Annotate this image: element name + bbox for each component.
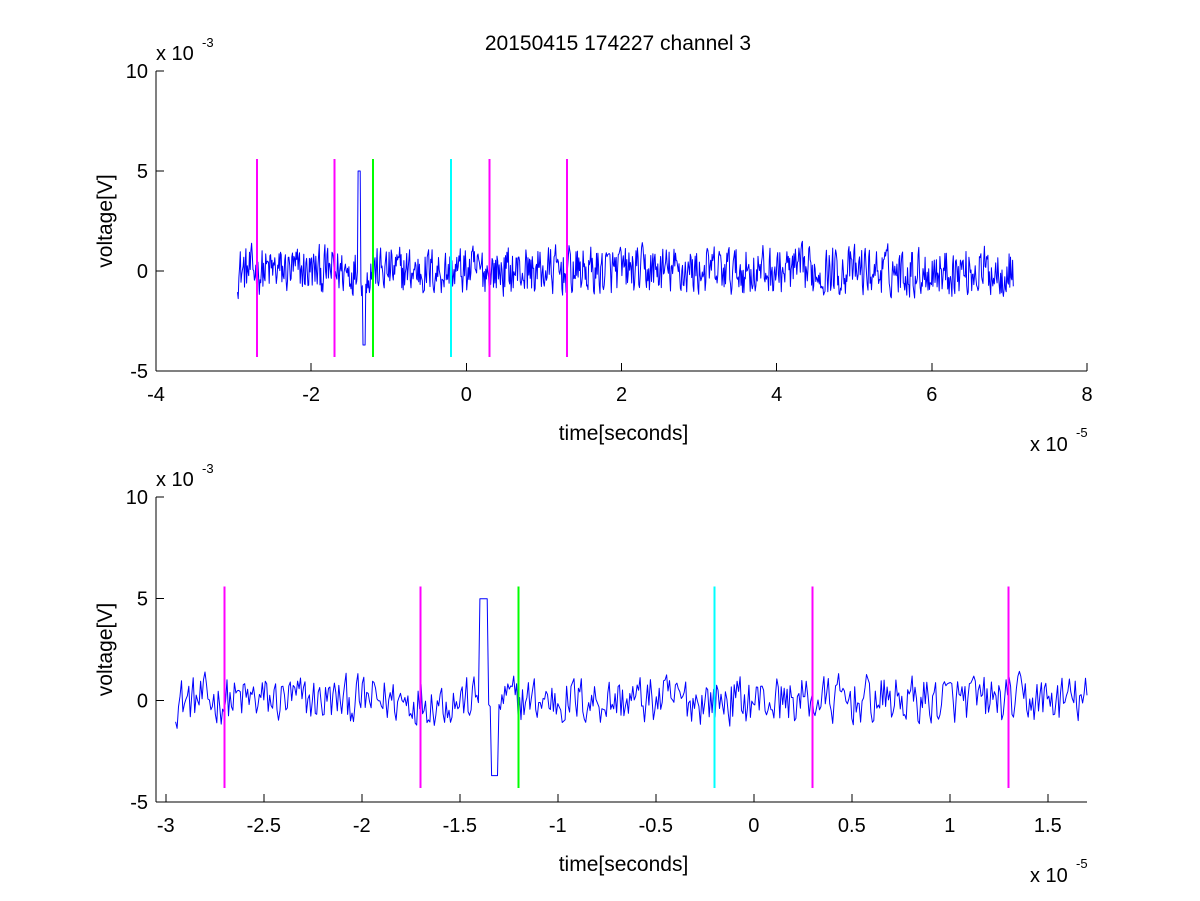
x-axis-label: time[seconds]	[559, 853, 689, 876]
x-tick-label: -1.5	[443, 815, 477, 837]
x-tick-label: -2	[302, 384, 320, 406]
signal-trace	[237, 170, 1014, 346]
x-axis-exponent: -5	[1076, 856, 1088, 871]
x-axis-multiplier: x 10	[1030, 434, 1068, 456]
signal-trace	[175, 598, 1088, 777]
y-axis-multiplier: x 10	[156, 469, 194, 491]
y-tick-label: 5	[137, 589, 148, 611]
x-axis-multiplier: x 10	[1030, 865, 1068, 887]
x-tick-label: 1.5	[1034, 815, 1062, 837]
y-axis-exponent: -3	[202, 461, 214, 476]
y-tick-label: 0	[137, 690, 148, 712]
x-axis-exponent: -5	[1076, 425, 1088, 440]
y-tick-label: -5	[130, 792, 148, 814]
y-tick-label: 10	[126, 487, 148, 509]
x-tick-label: 0.5	[838, 815, 866, 837]
figure-title: 20150415 174227 channel 3	[485, 32, 751, 55]
x-axis-label: time[seconds]	[559, 422, 689, 445]
x-tick-label: 2	[616, 384, 627, 406]
y-axis-multiplier: x 10	[156, 43, 194, 65]
y-tick-label: 5	[137, 161, 148, 183]
x-tick-label: 1	[944, 815, 955, 837]
bottom-plot: -3 -2.5 -2 -1.5 -1 -0.5 0 0.5 1 1.5 -5 0 5 10 time[sec…	[94, 461, 1088, 887]
x-tick-label: 0	[461, 384, 472, 406]
x-tick-label: 8	[1081, 384, 1092, 406]
x-tick-label: -3	[157, 815, 175, 837]
y-tick-label: -5	[130, 361, 148, 383]
x-tick-label: 6	[926, 384, 937, 406]
top-plot: -4 -2 0 2 4 6 8 -5 0 5 10 time[seconds] voltage[V] x …	[94, 35, 1093, 456]
x-tick-label: -4	[147, 384, 165, 406]
y-tick-label: 10	[126, 61, 148, 83]
x-tick-label: -2	[353, 815, 371, 837]
x-tick-label: -0.5	[639, 815, 673, 837]
y-tick-label: 0	[137, 261, 148, 283]
y-axis-label: voltage[V]	[94, 603, 117, 696]
x-tick-label: -1	[549, 815, 567, 837]
y-axis-exponent: -3	[202, 35, 214, 50]
x-tick-label: 0	[748, 815, 759, 837]
x-tick-label: 4	[771, 384, 782, 406]
y-axis-label: voltage[V]	[94, 174, 117, 267]
x-tick-label: -2.5	[247, 815, 281, 837]
